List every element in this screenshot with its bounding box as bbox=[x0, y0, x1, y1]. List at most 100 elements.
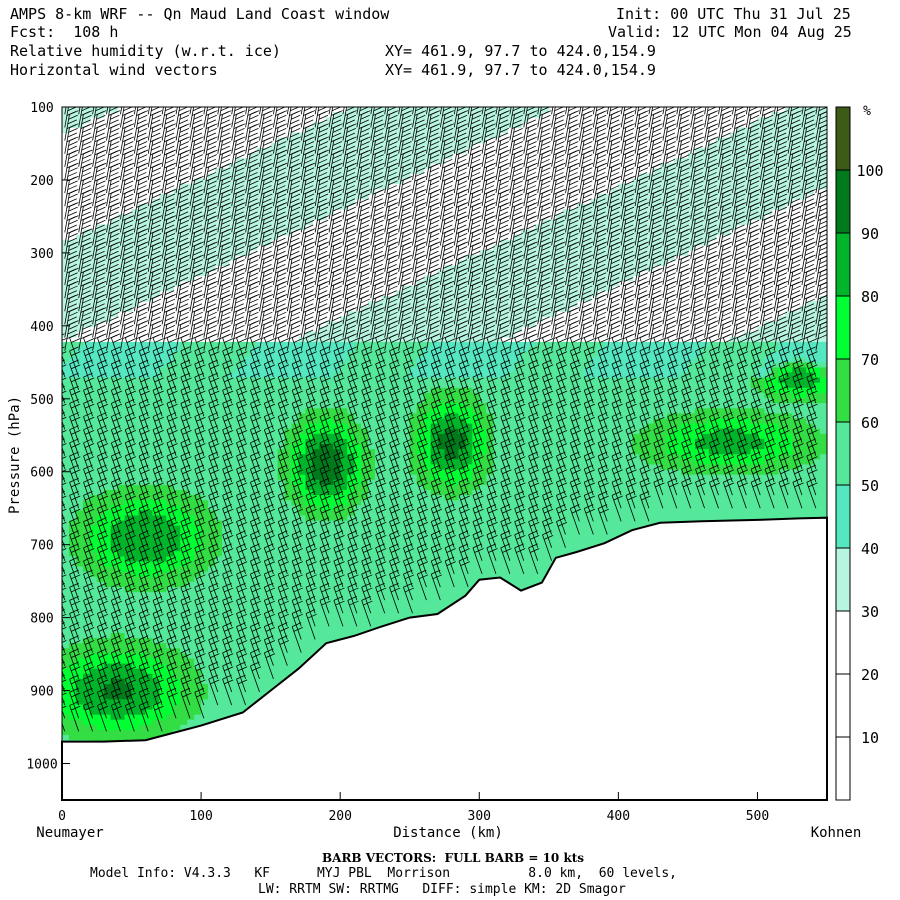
rh-cell bbox=[319, 618, 327, 624]
rh-cell bbox=[285, 418, 293, 424]
rh-cell bbox=[132, 418, 140, 424]
rh-cell bbox=[118, 418, 126, 424]
rh-cell bbox=[326, 138, 334, 144]
rh-cell bbox=[180, 720, 188, 726]
rh-cell bbox=[187, 704, 195, 710]
rh-cell bbox=[76, 720, 84, 726]
rh-cell bbox=[312, 138, 320, 144]
rh-cell bbox=[104, 720, 112, 726]
rh-cell bbox=[271, 602, 279, 608]
rh-cell bbox=[125, 725, 133, 731]
rh-cell bbox=[201, 602, 209, 608]
rh-cell bbox=[278, 669, 286, 675]
rh-cell bbox=[187, 230, 195, 236]
rh-cell bbox=[62, 255, 70, 261]
rh-cell bbox=[326, 623, 334, 629]
rh-cell bbox=[243, 602, 251, 608]
rh-cell bbox=[132, 510, 140, 516]
rh-cell bbox=[69, 730, 77, 736]
rh-cell bbox=[312, 623, 320, 629]
rh-cell bbox=[104, 715, 112, 721]
rh-cell bbox=[166, 710, 174, 716]
rh-cell bbox=[83, 735, 91, 741]
rh-cell bbox=[361, 618, 369, 624]
rh-cell bbox=[76, 510, 84, 516]
rh-cell bbox=[264, 679, 272, 685]
rh-cell bbox=[368, 321, 376, 327]
rh-cell bbox=[236, 689, 244, 695]
rh-cell bbox=[292, 658, 300, 664]
rh-cell bbox=[354, 623, 362, 629]
rh-cell bbox=[340, 321, 348, 327]
rh-cell bbox=[132, 730, 140, 736]
rh-cell bbox=[340, 418, 348, 424]
rh-cell bbox=[278, 674, 286, 680]
rh-cell bbox=[368, 602, 376, 608]
rh-cell bbox=[62, 720, 70, 726]
rh-cell bbox=[145, 715, 153, 721]
rh-cell bbox=[243, 694, 251, 700]
rh-cell bbox=[257, 689, 265, 695]
rh-cell bbox=[201, 510, 209, 516]
rh-cell bbox=[90, 602, 98, 608]
rh-cell bbox=[208, 699, 216, 705]
rh-cell bbox=[104, 730, 112, 736]
rh-cell bbox=[76, 321, 84, 327]
rh-cell bbox=[187, 418, 195, 424]
rh-cell bbox=[166, 720, 174, 726]
rh-cell bbox=[208, 710, 216, 716]
rh-cell bbox=[229, 704, 237, 710]
rh-cell bbox=[104, 418, 112, 424]
rh-cell bbox=[305, 643, 313, 649]
rh-cell bbox=[159, 510, 167, 516]
rh-cell bbox=[97, 735, 105, 741]
rh-cell bbox=[292, 648, 300, 654]
rh-cell bbox=[104, 694, 112, 700]
rh-cell bbox=[229, 510, 237, 516]
rh-cell bbox=[250, 689, 258, 695]
rh-cell bbox=[159, 230, 167, 236]
rh-cell bbox=[139, 730, 147, 736]
rh-cell bbox=[326, 321, 334, 327]
rh-cell bbox=[83, 730, 91, 736]
rh-cell bbox=[104, 602, 112, 608]
rh-cell bbox=[292, 653, 300, 659]
rh-cell bbox=[264, 674, 272, 680]
rh-cell bbox=[145, 510, 153, 516]
rh-cell bbox=[194, 710, 202, 716]
rh-cell bbox=[236, 704, 244, 710]
rh-cell bbox=[173, 230, 181, 236]
rh-cell bbox=[166, 725, 174, 731]
rh-cell bbox=[354, 602, 362, 608]
rh-cell bbox=[278, 658, 286, 664]
rh-cell bbox=[298, 418, 306, 424]
rh-cell bbox=[271, 679, 279, 685]
rh-cell bbox=[173, 720, 181, 726]
rh-cell bbox=[215, 510, 223, 516]
rh-cell bbox=[285, 230, 293, 236]
rh-cell bbox=[257, 418, 265, 424]
rh-cell bbox=[229, 230, 237, 236]
rh-cell bbox=[215, 710, 223, 716]
rh-cell bbox=[340, 623, 348, 629]
rh-cell bbox=[333, 618, 341, 624]
rh-cell bbox=[271, 418, 279, 424]
rh-cell bbox=[333, 633, 341, 639]
rh-cell bbox=[271, 510, 279, 516]
rh-cell bbox=[69, 725, 77, 731]
rh-cell bbox=[104, 230, 112, 236]
rh-cell bbox=[201, 704, 209, 710]
rh-cell bbox=[215, 694, 223, 700]
rh-cell bbox=[76, 735, 84, 741]
rh-cell bbox=[132, 720, 140, 726]
rh-cell bbox=[118, 510, 126, 516]
cross-section-chart: 10020030040050060070080090010000 100 200 30… bbox=[0, 0, 900, 900]
rh-cell bbox=[354, 321, 362, 327]
rh-cell bbox=[187, 720, 195, 726]
rh-cell bbox=[132, 715, 140, 721]
rh-cell bbox=[62, 730, 70, 736]
rh-cell bbox=[62, 418, 70, 424]
rh-cell bbox=[90, 735, 98, 741]
rh-cell bbox=[326, 602, 334, 608]
rh-cell bbox=[90, 230, 98, 236]
